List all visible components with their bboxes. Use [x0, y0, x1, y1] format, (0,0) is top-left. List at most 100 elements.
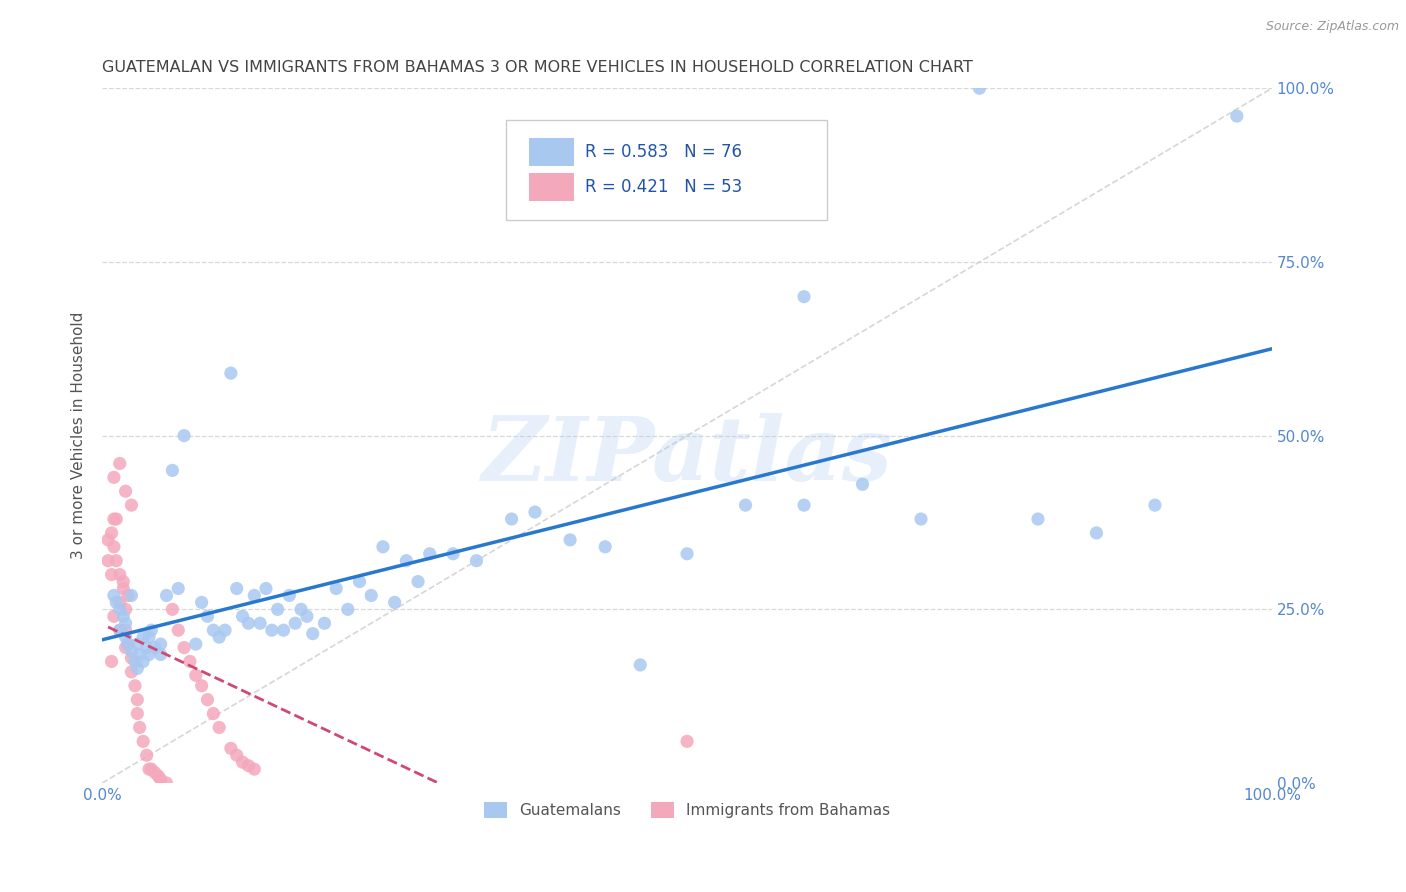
Point — [135, 748, 157, 763]
Point — [97, 533, 120, 547]
Point — [254, 582, 277, 596]
Point — [138, 630, 160, 644]
Point — [120, 589, 142, 603]
Point — [219, 366, 242, 380]
Point — [127, 661, 149, 675]
Point — [219, 741, 242, 756]
Point — [114, 602, 136, 616]
Point — [114, 630, 136, 644]
Point — [793, 290, 815, 304]
Point — [114, 623, 136, 637]
Point — [149, 637, 172, 651]
Point — [360, 589, 382, 603]
Point — [117, 637, 139, 651]
Point — [184, 668, 207, 682]
Point — [105, 554, 128, 568]
Point — [138, 648, 160, 662]
Point — [155, 776, 177, 790]
Point — [173, 640, 195, 655]
Point — [395, 554, 418, 568]
Point — [1143, 498, 1166, 512]
Point — [173, 428, 195, 442]
Point — [108, 602, 131, 616]
Point — [117, 637, 139, 651]
Point — [202, 706, 225, 721]
Text: Source: ZipAtlas.com: Source: ZipAtlas.com — [1265, 20, 1399, 33]
Point — [969, 81, 991, 95]
Point — [295, 609, 318, 624]
Point — [155, 589, 177, 603]
Point — [128, 648, 150, 662]
Text: R = 0.583   N = 76: R = 0.583 N = 76 — [585, 144, 742, 161]
Point — [260, 623, 283, 637]
Point — [108, 457, 131, 471]
Point — [202, 623, 225, 637]
Point — [628, 657, 651, 672]
Point — [120, 665, 142, 679]
Point — [384, 595, 406, 609]
Point — [243, 762, 266, 776]
Point — [124, 655, 146, 669]
Point — [290, 602, 312, 616]
Point — [138, 762, 160, 776]
Point — [1026, 512, 1049, 526]
Point — [349, 574, 371, 589]
Point — [124, 679, 146, 693]
Point — [103, 540, 125, 554]
Point — [103, 589, 125, 603]
Point — [100, 567, 122, 582]
Point — [114, 640, 136, 655]
Point — [108, 595, 131, 609]
Point — [179, 655, 201, 669]
Point — [197, 609, 219, 624]
Point — [208, 630, 231, 644]
Point — [910, 512, 932, 526]
Point — [105, 595, 128, 609]
Point — [249, 616, 271, 631]
Text: GUATEMALAN VS IMMIGRANTS FROM BAHAMAS 3 OR MORE VEHICLES IN HOUSEHOLD CORRELATIO: GUATEMALAN VS IMMIGRANTS FROM BAHAMAS 3 … — [103, 60, 973, 75]
Point — [141, 623, 163, 637]
Point — [148, 769, 170, 783]
Point — [120, 644, 142, 658]
Point — [284, 616, 307, 631]
Text: ZIPatlas: ZIPatlas — [482, 413, 893, 500]
Point — [103, 512, 125, 526]
Point — [314, 616, 336, 631]
Point — [112, 582, 135, 596]
Point — [135, 640, 157, 655]
Point — [114, 616, 136, 631]
Point — [132, 655, 155, 669]
Point — [325, 582, 347, 596]
Point — [266, 602, 288, 616]
Point — [225, 748, 247, 763]
Point — [214, 623, 236, 637]
Point — [120, 498, 142, 512]
Point — [419, 547, 441, 561]
Point — [273, 623, 295, 637]
FancyBboxPatch shape — [506, 120, 827, 220]
Point — [232, 755, 254, 769]
FancyBboxPatch shape — [529, 173, 574, 201]
Point — [127, 637, 149, 651]
Point — [558, 533, 581, 547]
Point — [167, 582, 190, 596]
FancyBboxPatch shape — [529, 138, 574, 166]
Point — [793, 498, 815, 512]
Point — [162, 463, 184, 477]
Point — [676, 734, 699, 748]
Point — [1226, 109, 1249, 123]
Point — [197, 692, 219, 706]
Point — [225, 582, 247, 596]
Text: R = 0.421   N = 53: R = 0.421 N = 53 — [585, 178, 742, 196]
Point — [108, 623, 131, 637]
Point — [103, 609, 125, 624]
Point — [120, 651, 142, 665]
Point — [108, 623, 131, 637]
Point — [100, 525, 122, 540]
Point — [371, 540, 394, 554]
Point — [132, 630, 155, 644]
Point — [184, 637, 207, 651]
Point — [208, 721, 231, 735]
Point — [232, 609, 254, 624]
Point — [501, 512, 523, 526]
